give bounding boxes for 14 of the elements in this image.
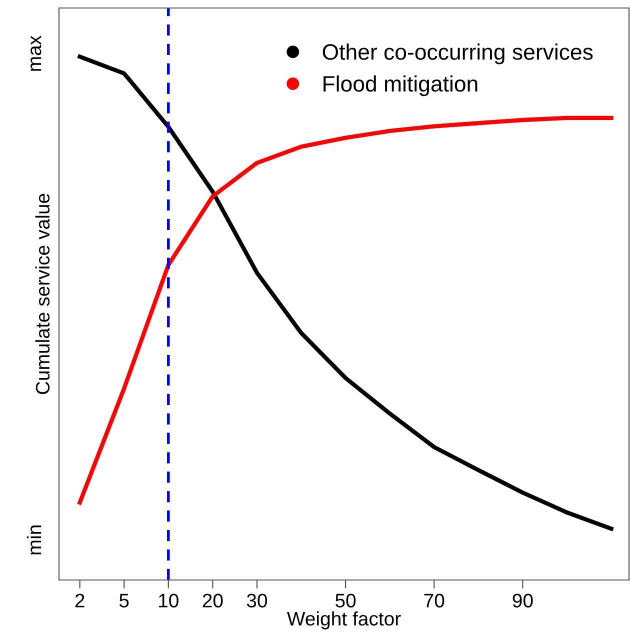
x-tick-label: 50 <box>336 594 356 608</box>
x-tick-label: 10 <box>159 594 178 608</box>
y-axis-title: Cumulate service value <box>35 194 50 394</box>
x-axis-title: Weight factor <box>286 611 401 630</box>
x-tick-label: 2 <box>75 594 84 608</box>
x-tick-label: 70 <box>424 594 444 608</box>
text: min <box>26 526 42 554</box>
x-tick-label: 20 <box>202 594 223 608</box>
x-tick-label: 5 <box>119 594 129 608</box>
text: max <box>30 36 42 71</box>
x-tick-label: 30 <box>246 594 268 608</box>
x-tick-label: 90 <box>512 594 533 608</box>
legend-label: Other co-occurring services <box>322 44 593 64</box>
legend-label: Flood mitigation <box>324 75 478 96</box>
